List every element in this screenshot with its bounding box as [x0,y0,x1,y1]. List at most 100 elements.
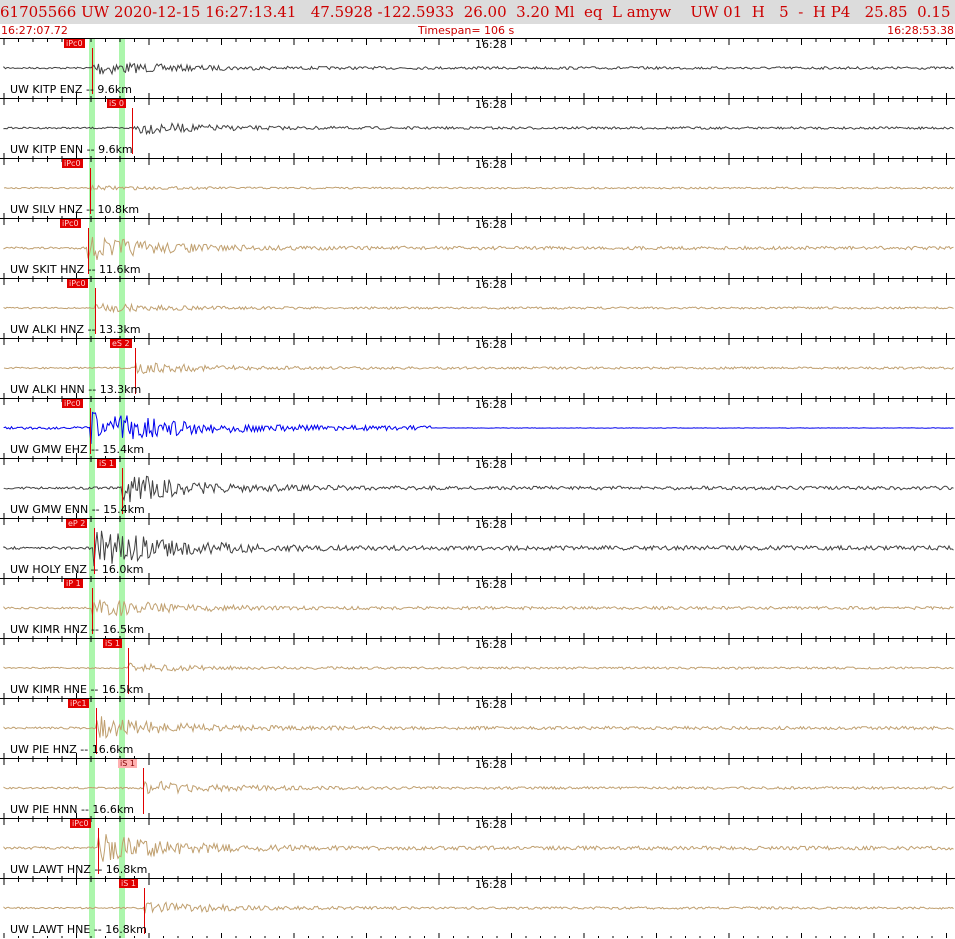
time-ticks [3,579,947,638]
trace-panel[interactable]: 16:28 eP 2 UW HOLY ENZ -- 16.0km [0,518,955,578]
time-ticks [3,699,947,758]
phase-pick-line [135,348,136,394]
seismic-trace [3,184,954,191]
waveform-panels[interactable]: 16:28 iPc0 UW KITP ENZ -- 9.6km 16:28 iS 0 UW… [0,38,955,938]
phase-pick-label[interactable]: iPc0 [62,159,83,168]
tick-time-label: 16:28 [475,458,507,471]
trace-panel[interactable]: 16:28 iPc0 UW ALKI HNZ -- 13.3km [0,278,955,338]
seismic-trace [3,236,954,260]
trace-waveform [3,759,954,818]
tick-time-label: 16:28 [475,698,507,711]
time-ticks [3,99,947,158]
station-channel-label: UW SKIT HNZ -- 11.6km [10,263,141,276]
seismic-trace [3,901,954,914]
seismic-trace [3,475,954,503]
trace-waveform [3,579,954,638]
trace-panel[interactable]: 16:28 iS 0 UW KITP ENN -- 9.6km [0,98,955,158]
trace-panel[interactable]: 16:28 iPc0 UW GMW EHZ -- 15.4km [0,398,955,458]
tick-time-label: 16:28 [475,338,507,351]
seismic-trace [3,302,954,314]
end-time: 16:28:53.38 [887,24,954,37]
phase-pick-label[interactable]: iS 1 [118,759,137,768]
station-channel-label: UW ALKI HNZ -- 13.3km [10,323,141,336]
station-channel-label: UW LAWT HNZ -- 16.8km [10,863,148,876]
phase-pick-label[interactable]: iPc0 [64,39,85,48]
station-channel-label: UW KIMR HNE -- 16.5km [10,683,144,696]
phase-pick-label[interactable]: iPc0 [70,819,91,828]
phase-pick-line [128,648,129,694]
trace-waveform [3,219,954,278]
seismic-trace [3,834,954,862]
trace-panel[interactable]: 16:28 iPc1 UW PIE HNZ -- 16.6km [0,698,955,758]
trace-waveform [3,879,954,938]
tick-time-label: 16:28 [475,38,507,51]
station-channel-label: UW GMW EHZ -- 15.4km [10,443,145,456]
seismic-trace [3,780,954,795]
phase-pick-label[interactable]: eP 2 [66,519,88,528]
phase-pick-label[interactable]: iS 0 [107,99,126,108]
tick-time-label: 16:28 [475,878,507,891]
trace-waveform [3,159,954,218]
seismic-trace [3,599,954,617]
phase-pick-line [98,828,99,874]
phase-pick-label[interactable]: iPc1 [68,699,89,708]
station-channel-label: UW GMW ENN -- 15.4km [10,503,145,516]
phase-pick-line [94,528,95,574]
phase-pick-label[interactable]: iS 1 [119,879,138,888]
phase-pick-label[interactable]: iP 1 [64,579,83,588]
station-channel-label: UW PIE HNZ -- 16.6km [10,743,134,756]
time-ticks [3,159,947,218]
phase-pick-line [122,468,123,514]
event-summary: 61705566 UW 2020-12-15 16:27:13.41 47.59… [0,3,951,21]
station-channel-label: UW KIMR HNZ -- 16.5km [10,623,145,636]
tick-time-label: 16:28 [475,518,507,531]
phase-pick-label[interactable]: iS 1 [97,459,116,468]
trace-waveform [3,279,954,338]
seismic-trace [3,61,954,76]
station-channel-label: UW KITP ENZ -- 9.6km [10,83,132,96]
phase-pick-line [88,228,89,274]
trace-panel[interactable]: 16:28 iPc0 UW LAWT HNZ -- 16.8km [0,818,955,878]
trace-panel[interactable]: 16:28 iPc0 UW SKIT HNZ -- 11.6km [0,218,955,278]
phase-pick-label[interactable]: iS 1 [103,639,122,648]
time-ticks [3,819,947,878]
phase-pick-line [132,108,133,154]
time-ticks [3,399,947,458]
phase-pick-line [92,48,93,94]
station-channel-label: UW KITP ENN -- 9.6km [10,143,133,156]
time-ticks [3,339,947,398]
tick-time-label: 16:28 [475,278,507,291]
tick-time-label: 16:28 [475,218,507,231]
tick-time-label: 16:28 [475,398,507,411]
trace-panel[interactable]: 16:28 iPc0 UW SILV HNZ -- 10.8km [0,158,955,218]
trace-panel[interactable]: 16:28 iPc0 UW KITP ENZ -- 9.6km [0,38,955,98]
phase-pick-label[interactable]: iPc0 [67,279,88,288]
phase-pick-line [90,168,91,214]
trace-waveform [3,819,954,878]
trace-panel[interactable]: 16:28 iS 1 UW PIE HNN -- 16.6km [0,758,955,818]
station-channel-label: UW HOLY ENZ -- 16.0km [10,563,144,576]
station-channel-label: UW ALKI HNN -- 13.3km [10,383,142,396]
event-header-bar: 61705566 UW 2020-12-15 16:27:13.41 47.59… [0,0,955,24]
station-channel-label: UW PIE HNN -- 16.6km [10,803,134,816]
phase-pick-label[interactable]: iPc0 [62,399,83,408]
tick-time-label: 16:28 [475,98,507,111]
phase-pick-label[interactable]: eS 2 [110,339,132,348]
phase-pick-label[interactable]: iPc0 [60,219,81,228]
tick-time-label: 16:28 [475,158,507,171]
phase-pick-line [96,708,97,754]
time-ticks [3,279,947,338]
time-ticks [3,519,947,578]
seismic-trace [3,362,954,375]
trace-panel[interactable]: 16:28 iP 1 UW KIMR HNZ -- 16.5km [0,578,955,638]
trace-waveform [3,99,954,158]
seismic-trace [3,716,954,739]
trace-waveform [3,699,954,758]
trace-panel[interactable]: 16:28 iS 1 UW KIMR HNE -- 16.5km [0,638,955,698]
timespan-label: Timespan= 106 s [418,24,515,37]
trace-panel[interactable]: 16:28 iS 1 UW GMW ENN -- 15.4km [0,458,955,518]
time-ticks [3,759,947,818]
trace-waveform [3,519,954,578]
trace-panel[interactable]: 16:28 eS 2 UW ALKI HNN -- 13.3km [0,338,955,398]
trace-panel[interactable]: 16:28 iS 1 UW LAWT HNE -- 16.8km [0,878,955,938]
